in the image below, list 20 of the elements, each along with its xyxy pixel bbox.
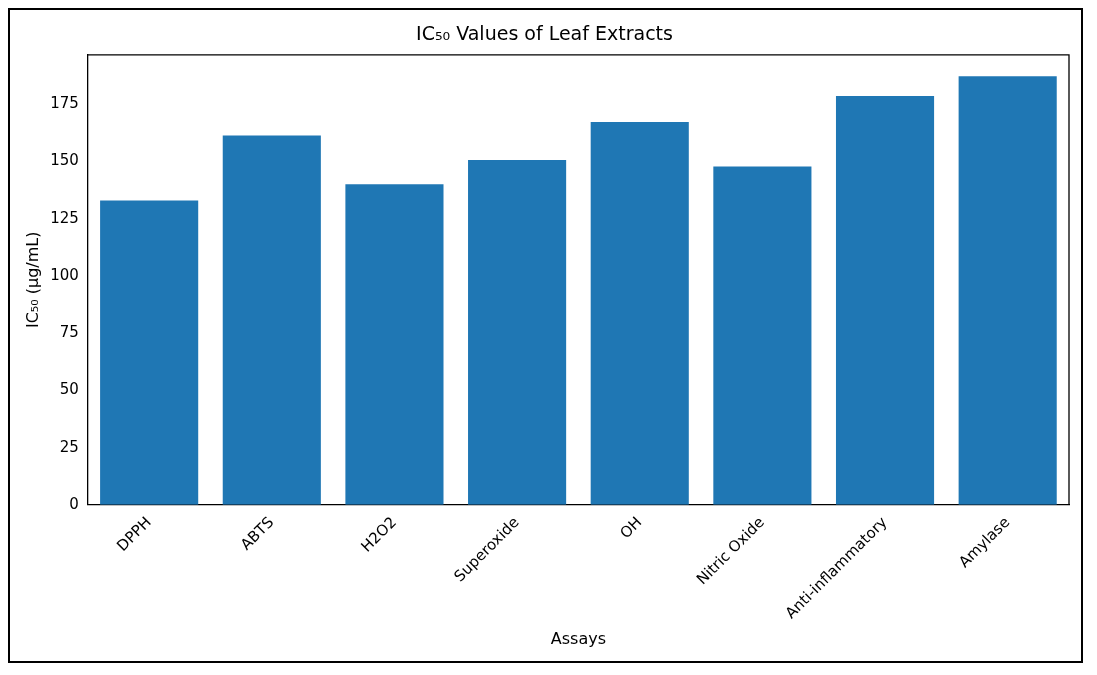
bar (468, 159, 567, 505)
bar (222, 135, 321, 505)
y-tick-label: 25 (59, 437, 79, 456)
bar (100, 200, 199, 505)
y-tick-label: 75 (59, 323, 79, 342)
bar (590, 122, 689, 505)
bar (958, 76, 1057, 505)
x-axis-title: Assays (550, 628, 607, 648)
x-tick-label: OH (616, 513, 646, 543)
chart-title: IC₅₀ Values of Leaf Extracts (416, 22, 673, 45)
bar (345, 184, 444, 505)
bar (713, 166, 812, 505)
y-tick-label: 125 (50, 208, 79, 227)
bar (835, 96, 935, 505)
y-axis-title: IC₅₀ (µg/mL) (22, 231, 42, 329)
y-tick-label: 0 (69, 494, 79, 513)
y-tick-label: 175 (50, 94, 79, 113)
y-tick-label: 50 (59, 380, 79, 399)
y-tick-label: 100 (50, 265, 79, 284)
y-tick-label: 150 (50, 151, 79, 170)
